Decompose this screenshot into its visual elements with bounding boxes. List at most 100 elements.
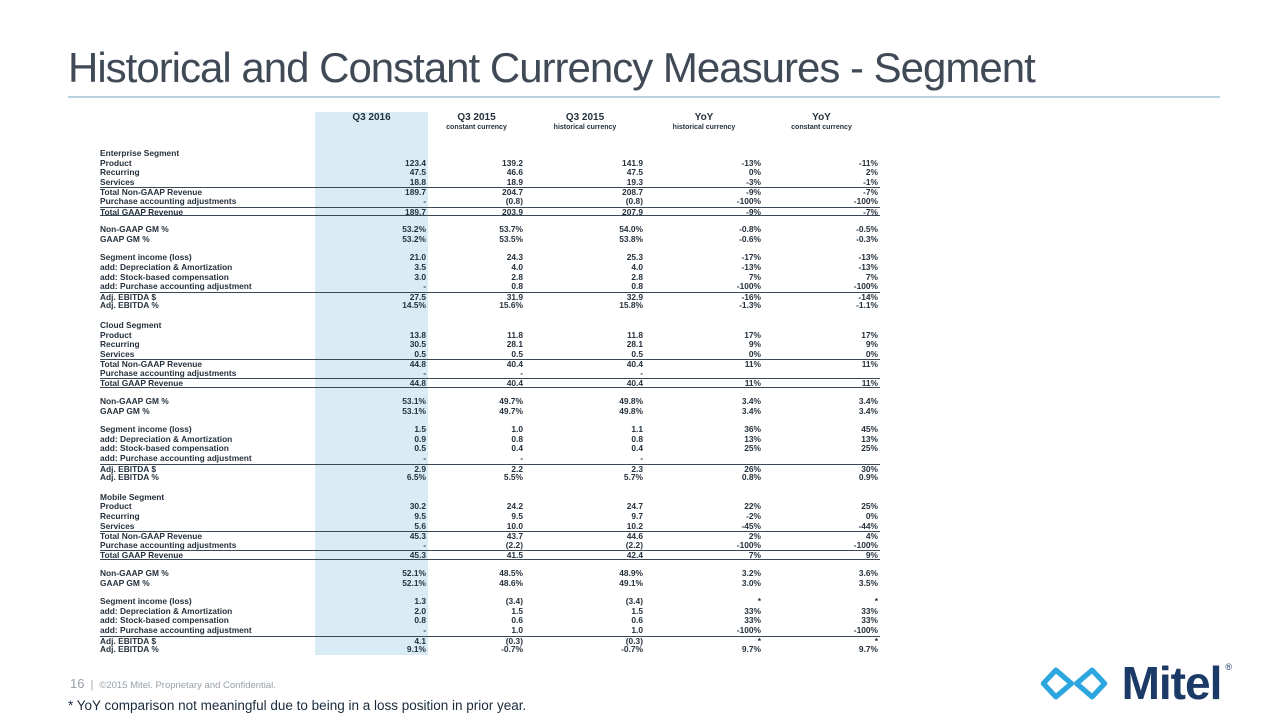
table-row: Total GAAP Revenue 189.7 203.9 207.9 -9% -7%: [100, 206, 880, 217]
column-label: YoY: [694, 112, 714, 123]
table-row: Adj. EBITDA % 14.5% 15.6% 15.8% -1.3% -1.1%: [100, 301, 880, 311]
row-value: 2.8: [631, 271, 643, 282]
row-value: 17%: [861, 329, 878, 340]
row-value: 47.5: [626, 167, 643, 178]
row-value: -3%: [746, 176, 761, 187]
row-value: 25%: [861, 501, 878, 512]
row-value: 53.2%: [402, 224, 426, 235]
table-row: Recurring 47.5 46.6 47.5 0% 2%: [100, 168, 880, 178]
row-value: 32.9: [626, 291, 643, 302]
row-value: 30.2: [409, 501, 426, 512]
column-header-q3-2015-historical: Q3 2015 historical currency: [525, 112, 645, 139]
row-label: GAAP GM %: [100, 577, 150, 588]
row-value: 14.5%: [402, 300, 426, 311]
table-row: Total GAAP Revenue 45.3 41.5 42.4 7% 9%: [100, 550, 880, 560]
row-label: Non-GAAP GM %: [100, 224, 169, 235]
row-value: 25%: [744, 443, 761, 454]
row-value: 49.8%: [619, 405, 643, 416]
row-value: *: [874, 635, 878, 646]
row-value: -7%: [863, 206, 878, 217]
row-value: 4%: [865, 531, 878, 542]
row-value: 9.5: [414, 511, 426, 521]
column-sublabel: historical currency: [553, 124, 617, 131]
table-row: add: Stock-based compensation 3.0 2.8 2.8 7%…: [100, 271, 880, 283]
row-value: 5.6: [414, 520, 426, 531]
row-value: 4.1: [414, 635, 426, 646]
row-value: 0%: [748, 348, 761, 359]
row-value: 28.1: [626, 339, 643, 350]
row-value: -13%: [741, 261, 761, 272]
table-row: Total Non-GAAP Revenue 45.3 43.7 44.6 2% 4%: [100, 531, 880, 541]
row-label: Total GAAP Revenue: [100, 550, 183, 561]
row-value: 207.9: [622, 206, 643, 217]
row-value: 9%: [748, 339, 761, 350]
row-value: 13.8: [409, 329, 426, 340]
row-value: 28.1: [506, 339, 523, 350]
row-value: -: [423, 539, 426, 550]
row-value: 3.0%: [741, 577, 761, 588]
row-value: 15.8%: [619, 300, 643, 311]
row-value: -: [423, 367, 426, 378]
row-label: add: Stock-based compensation: [100, 615, 229, 626]
table-row: Total GAAP Revenue 44.8 40.4 40.4 11% 11%: [100, 378, 880, 388]
table-header-row: Q3 2016 Q3 2015 constant currency Q3 201…: [100, 112, 880, 139]
row-value: 3.0: [414, 271, 426, 282]
row-value: 30.5: [409, 339, 426, 350]
row-label: Product: [100, 157, 132, 168]
row-value: 25%: [861, 443, 878, 454]
row-value: 11%: [744, 378, 761, 389]
row-value: 0.8: [511, 433, 523, 444]
row-value: 9.7: [631, 511, 643, 521]
row-value: (3.4): [625, 596, 643, 607]
table-row: Adj. EBITDA % 9.1% -0.7% -0.7% 9.7% 9.7%: [100, 645, 880, 655]
table-row: Adj. EBITDA $ 4.1 (0.3) (0.3) * *: [100, 635, 880, 646]
row-value: 0.8: [511, 281, 523, 292]
row-value: 21.0: [409, 252, 426, 263]
row-value: 13%: [861, 433, 878, 444]
row-value: -: [423, 453, 426, 464]
row-label: Product: [100, 329, 132, 340]
row-value: 4.0: [511, 261, 523, 272]
row-label: Recurring: [100, 167, 140, 178]
row-value: 53.8%: [619, 233, 643, 244]
row-value: 36%: [744, 424, 761, 435]
row-value: -1.3%: [739, 300, 761, 311]
row-value: -0.5%: [856, 224, 878, 235]
row-value: -100%: [853, 195, 878, 206]
row-value: 3.6%: [858, 567, 878, 578]
row-value: 53.1%: [402, 405, 426, 416]
table-row: Total Non-GAAP Revenue 189.7 204.7 208.7 -9%…: [100, 187, 880, 197]
row-value: 9%: [865, 339, 878, 350]
row-label: add: Purchase accounting adjustment: [100, 624, 252, 635]
row-value: 27.5: [409, 291, 426, 302]
row-value: 0.8: [631, 281, 643, 292]
row-value: -: [423, 195, 426, 206]
table-row: add: Purchase accounting adjustment - 1.0 1…: [100, 624, 880, 636]
row-value: 52.1%: [402, 567, 426, 578]
row-value: -44%: [858, 520, 878, 531]
table-row: Services 18.8 18.9 19.3 -3% -1%: [100, 176, 880, 188]
row-value: 52.1%: [402, 577, 426, 588]
row-value: 139.2: [502, 157, 523, 168]
title-divider: [68, 96, 1220, 98]
column-header-yoy-historical: YoY historical currency: [645, 112, 763, 139]
row-label: Non-GAAP GM %: [100, 396, 169, 407]
row-value: 54.0%: [619, 224, 643, 235]
slide-footer: 16 | ©2015 Mitel. Proprietary and Confid…: [70, 676, 276, 691]
row-value: -16%: [741, 291, 761, 302]
row-value: -1.1%: [856, 300, 878, 311]
row-value: 26%: [744, 463, 761, 474]
copyright-text: ©2015 Mitel. Proprietary and Confidentia…: [99, 680, 276, 691]
row-value: 24.7: [626, 501, 643, 512]
row-value: -45%: [741, 520, 761, 531]
row-value: 22%: [744, 501, 761, 512]
table-row: add: Purchase accounting adjustment - 0.8 0…: [100, 282, 880, 292]
row-label: Purchase accounting adjustments: [100, 195, 237, 206]
row-label: add: Depreciation & Amortization: [100, 433, 233, 444]
row-value: *: [757, 635, 761, 646]
row-value: 3.4%: [741, 405, 761, 416]
table-row: Adj. EBITDA % 6.5% 5.5% 5.7% 0.8% 0.9%: [100, 473, 880, 483]
row-value: (0.3): [505, 635, 523, 646]
row-label: Adj. EBITDA $: [100, 291, 156, 302]
row-value: 9.7%: [858, 644, 878, 655]
